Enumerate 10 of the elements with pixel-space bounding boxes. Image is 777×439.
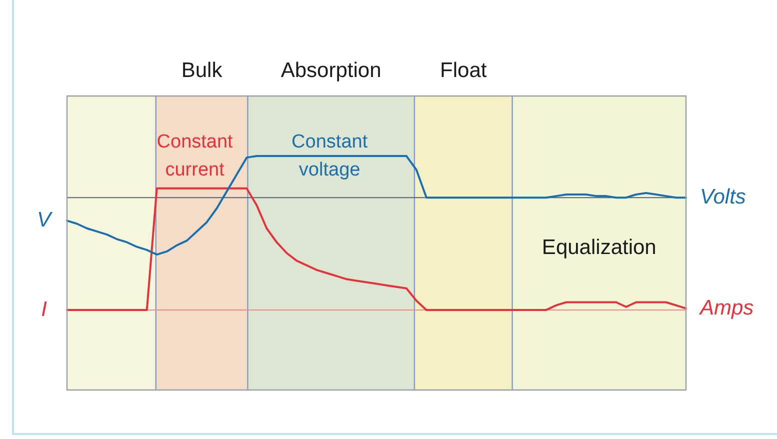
annotation: Constant current [156, 131, 234, 180]
annotation: Equalization [542, 236, 656, 260]
text: V [36, 208, 53, 232]
text: Float [440, 58, 487, 82]
text: I [41, 298, 48, 321]
text: Absorption [280, 58, 382, 82]
series-label: Amps [698, 296, 754, 320]
series-label: Volts [700, 185, 746, 208]
text: Bulk [181, 58, 223, 82]
annotation: Constant voltage [292, 131, 368, 180]
